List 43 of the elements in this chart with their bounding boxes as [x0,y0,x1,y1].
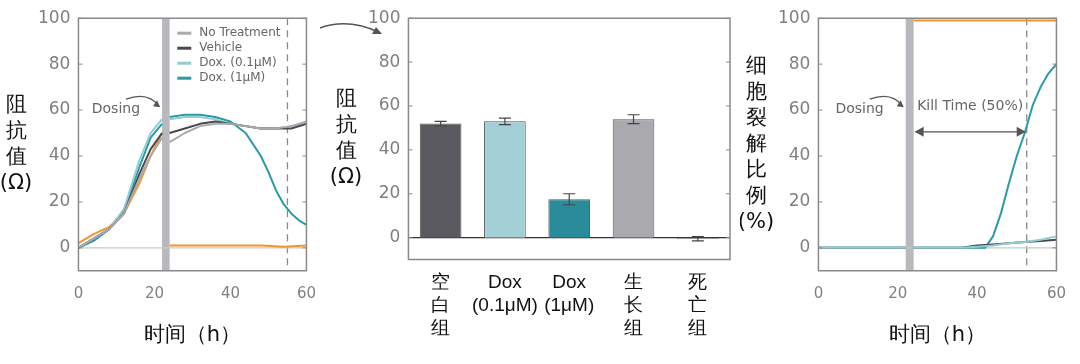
y-tick-label: 40 [48,144,71,165]
x-tick-label: Dox (1μM) [544,271,595,316]
y-tick-label: 100 [37,6,71,27]
y-tick-label: 20 [48,190,71,211]
y-tick-label: 80 [48,52,71,73]
y-tick-label: 60 [48,98,71,119]
annotation: Dosing [91,99,141,116]
x-tick-label: 40 [220,283,240,302]
x-tick-label: 0 [73,283,84,302]
y-tick-label: 60 [788,98,811,119]
x-tick-label: 60 [296,283,316,302]
y-axis-title: 阻抗值(Ω) [0,91,33,194]
x-tick-label: 生长组 [624,271,644,338]
legend-label: No Treatment [199,25,281,40]
y-tick-label: 0 [799,236,811,257]
y-tick-label: 0 [59,236,71,257]
y-tick-label: 40 [378,138,401,159]
y-tick-label: 80 [788,52,811,73]
legend-label: Vehicle [199,40,243,55]
y-tick-label: 100 [367,6,401,27]
y-tick-label: 20 [788,190,811,211]
x-tick-label: 死亡组 [688,271,708,338]
x-tick-label: 40 [967,283,987,302]
x-axis-title: 时间（h） [888,321,987,346]
y-tick-label: 0 [389,226,401,247]
legend-label: Dox. (0.1μM) [199,55,277,70]
x-tick-label: 20 [144,283,164,302]
y-tick-label: 100 [777,6,811,27]
annotation: Dosing [835,99,884,116]
y-tick-label: 80 [378,50,401,71]
y-axis-title: 细胞裂解比例(%) [737,52,775,233]
legend-label: Dox. (1μM) [199,70,266,85]
x-tick-label: 空白组 [431,271,451,338]
x-tick-label: 0 [813,283,824,302]
y-tick-label: 20 [378,182,401,203]
x-tick-label: 60 [1046,283,1066,302]
y-tick-label: 40 [788,144,811,165]
annotation: Kill Time (50%) [917,96,1024,113]
x-tick-label: Dox (0.1μM) [471,271,538,316]
x-tick-label: 20 [888,283,908,302]
x-axis-title: 时间（h） [143,321,242,346]
y-tick-label: 60 [378,94,401,115]
y-axis-title: 阻抗值(Ω) [329,86,363,189]
